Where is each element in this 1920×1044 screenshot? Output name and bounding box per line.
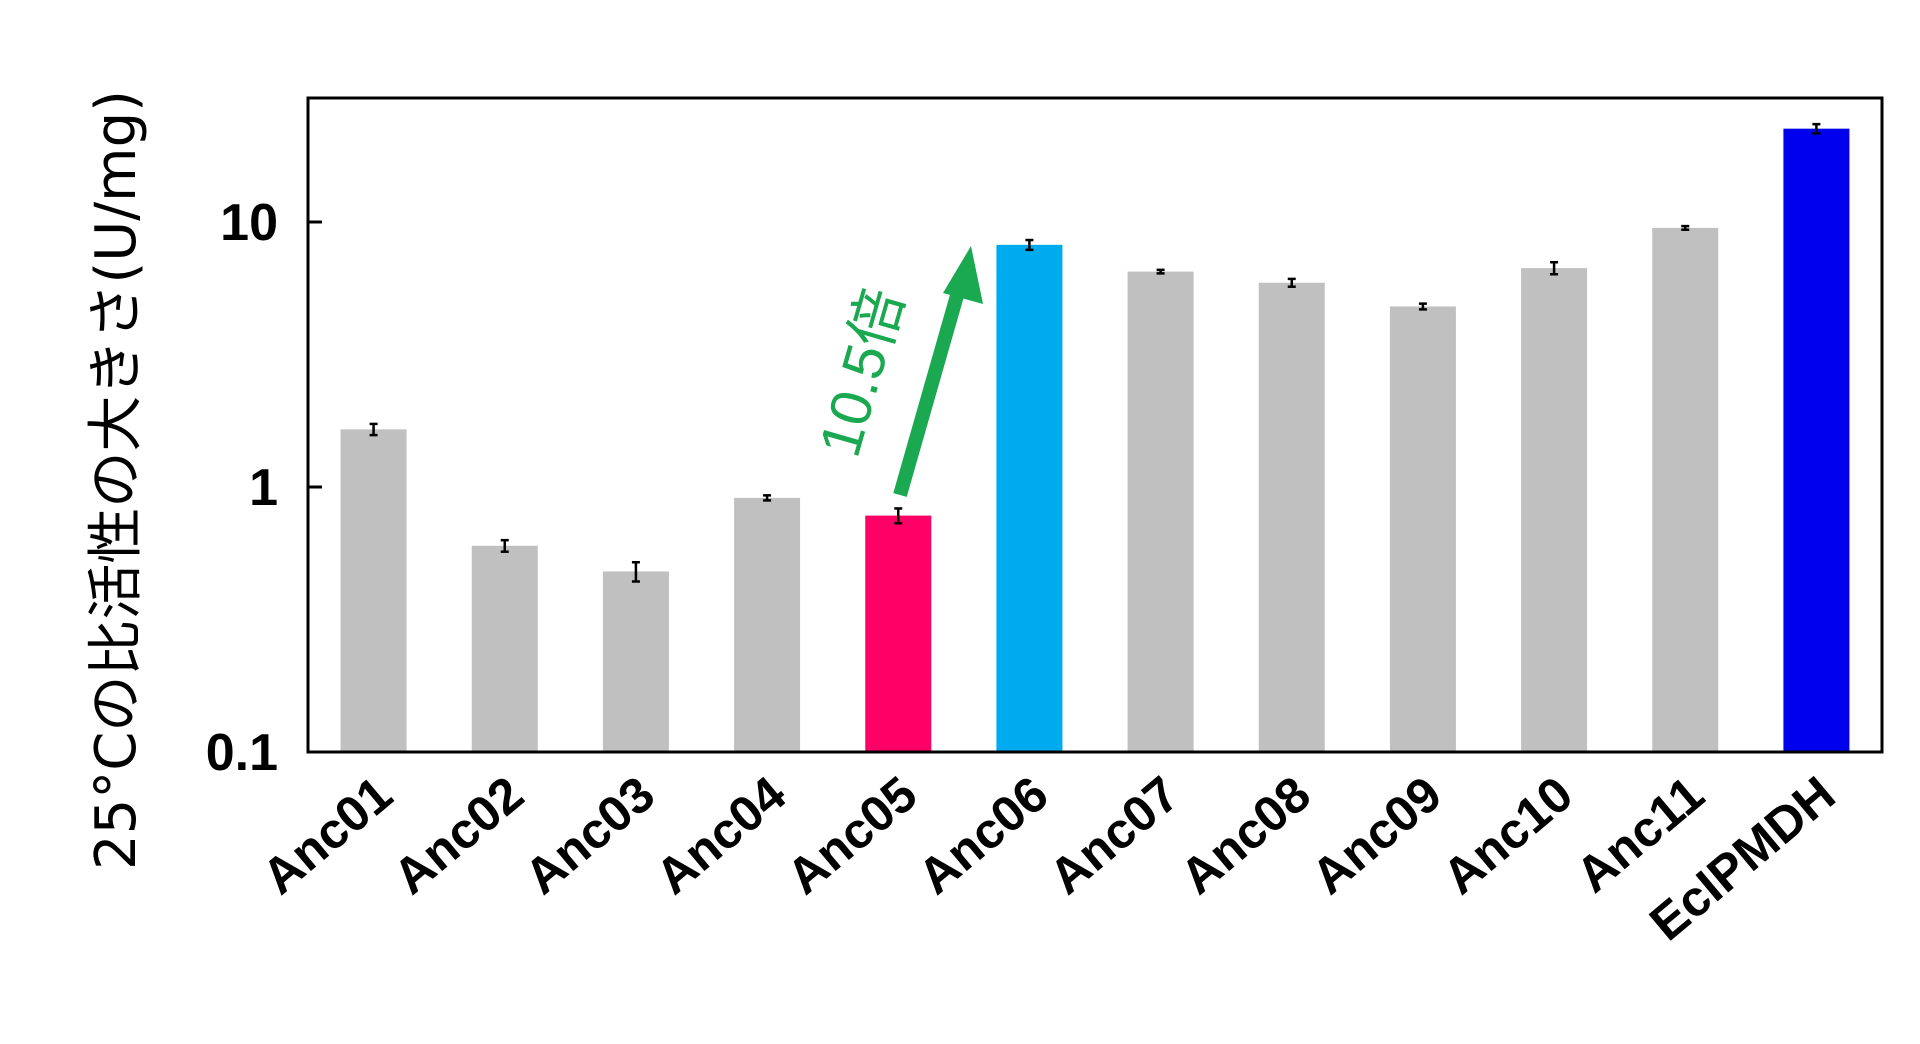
x-tick-label-anc02: Anc02 — [383, 766, 534, 905]
bar-anc06 — [996, 244, 1063, 752]
error-bar-anc02 — [500, 538, 509, 553]
error-bar-anc04 — [763, 494, 772, 502]
error-bar-anc06 — [1025, 238, 1034, 252]
error-bars-layer — [369, 122, 1821, 583]
error-bar-anc11 — [1681, 224, 1690, 231]
bar-anc01 — [340, 429, 407, 752]
plot-area-frame — [306, 96, 1884, 754]
increase-arrow — [893, 276, 969, 497]
bar-anc04 — [734, 497, 801, 752]
bar-anc08 — [1258, 282, 1325, 752]
x-tick-label-anc01: Anc01 — [252, 766, 403, 905]
fold-change-annotation: 10.5倍 — [807, 281, 917, 463]
annotation-layer: 10.5倍 — [807, 246, 983, 497]
bar-anc03 — [602, 571, 669, 752]
increase-arrow-head — [943, 246, 983, 304]
error-bar-anc05 — [894, 507, 903, 525]
y-axis-title: 25°Cの比活性の大きさ(U/mg) — [84, 90, 149, 870]
bar-anc05 — [865, 515, 932, 752]
x-tick-label-anc08: Anc08 — [1170, 766, 1321, 905]
bar-anc10 — [1521, 268, 1588, 752]
y-tick-label: 10 — [220, 194, 278, 252]
y-tick-label: 0.1 — [206, 724, 278, 782]
x-tick-label-anc04: Anc04 — [645, 765, 796, 904]
bars-layer — [340, 128, 1850, 752]
bar-ecipmdh — [1783, 128, 1850, 752]
error-bar-anc03 — [631, 561, 640, 583]
error-bar-anc01 — [369, 422, 378, 437]
x-tick-label-anc10: Anc10 — [1432, 766, 1583, 905]
error-bar-anc07 — [1156, 268, 1165, 275]
x-tick-label-anc07: Anc07 — [1039, 766, 1190, 905]
y-axis: 0.1 1 10 — [206, 194, 322, 782]
bar-anc11 — [1652, 227, 1719, 752]
x-tick-label-anc03: Anc03 — [514, 766, 665, 905]
x-tick-label-anc09: Anc09 — [1301, 766, 1452, 905]
bar-anc07 — [1127, 271, 1194, 752]
bar-anc02 — [471, 545, 538, 752]
error-bar-anc09 — [1418, 302, 1427, 311]
error-bar-anc08 — [1287, 277, 1296, 288]
x-tick-label-anc05: Anc05 — [776, 766, 927, 905]
x-tick-label-anc06: Anc06 — [908, 766, 1059, 905]
error-bar-ecipmdh — [1812, 122, 1821, 135]
x-axis: Anc01Anc02Anc03Anc04Anc05Anc06Anc07Anc08… — [252, 765, 1846, 951]
error-bar-anc10 — [1550, 260, 1559, 276]
bar-anc09 — [1389, 306, 1456, 752]
y-tick-label: 1 — [249, 459, 278, 517]
